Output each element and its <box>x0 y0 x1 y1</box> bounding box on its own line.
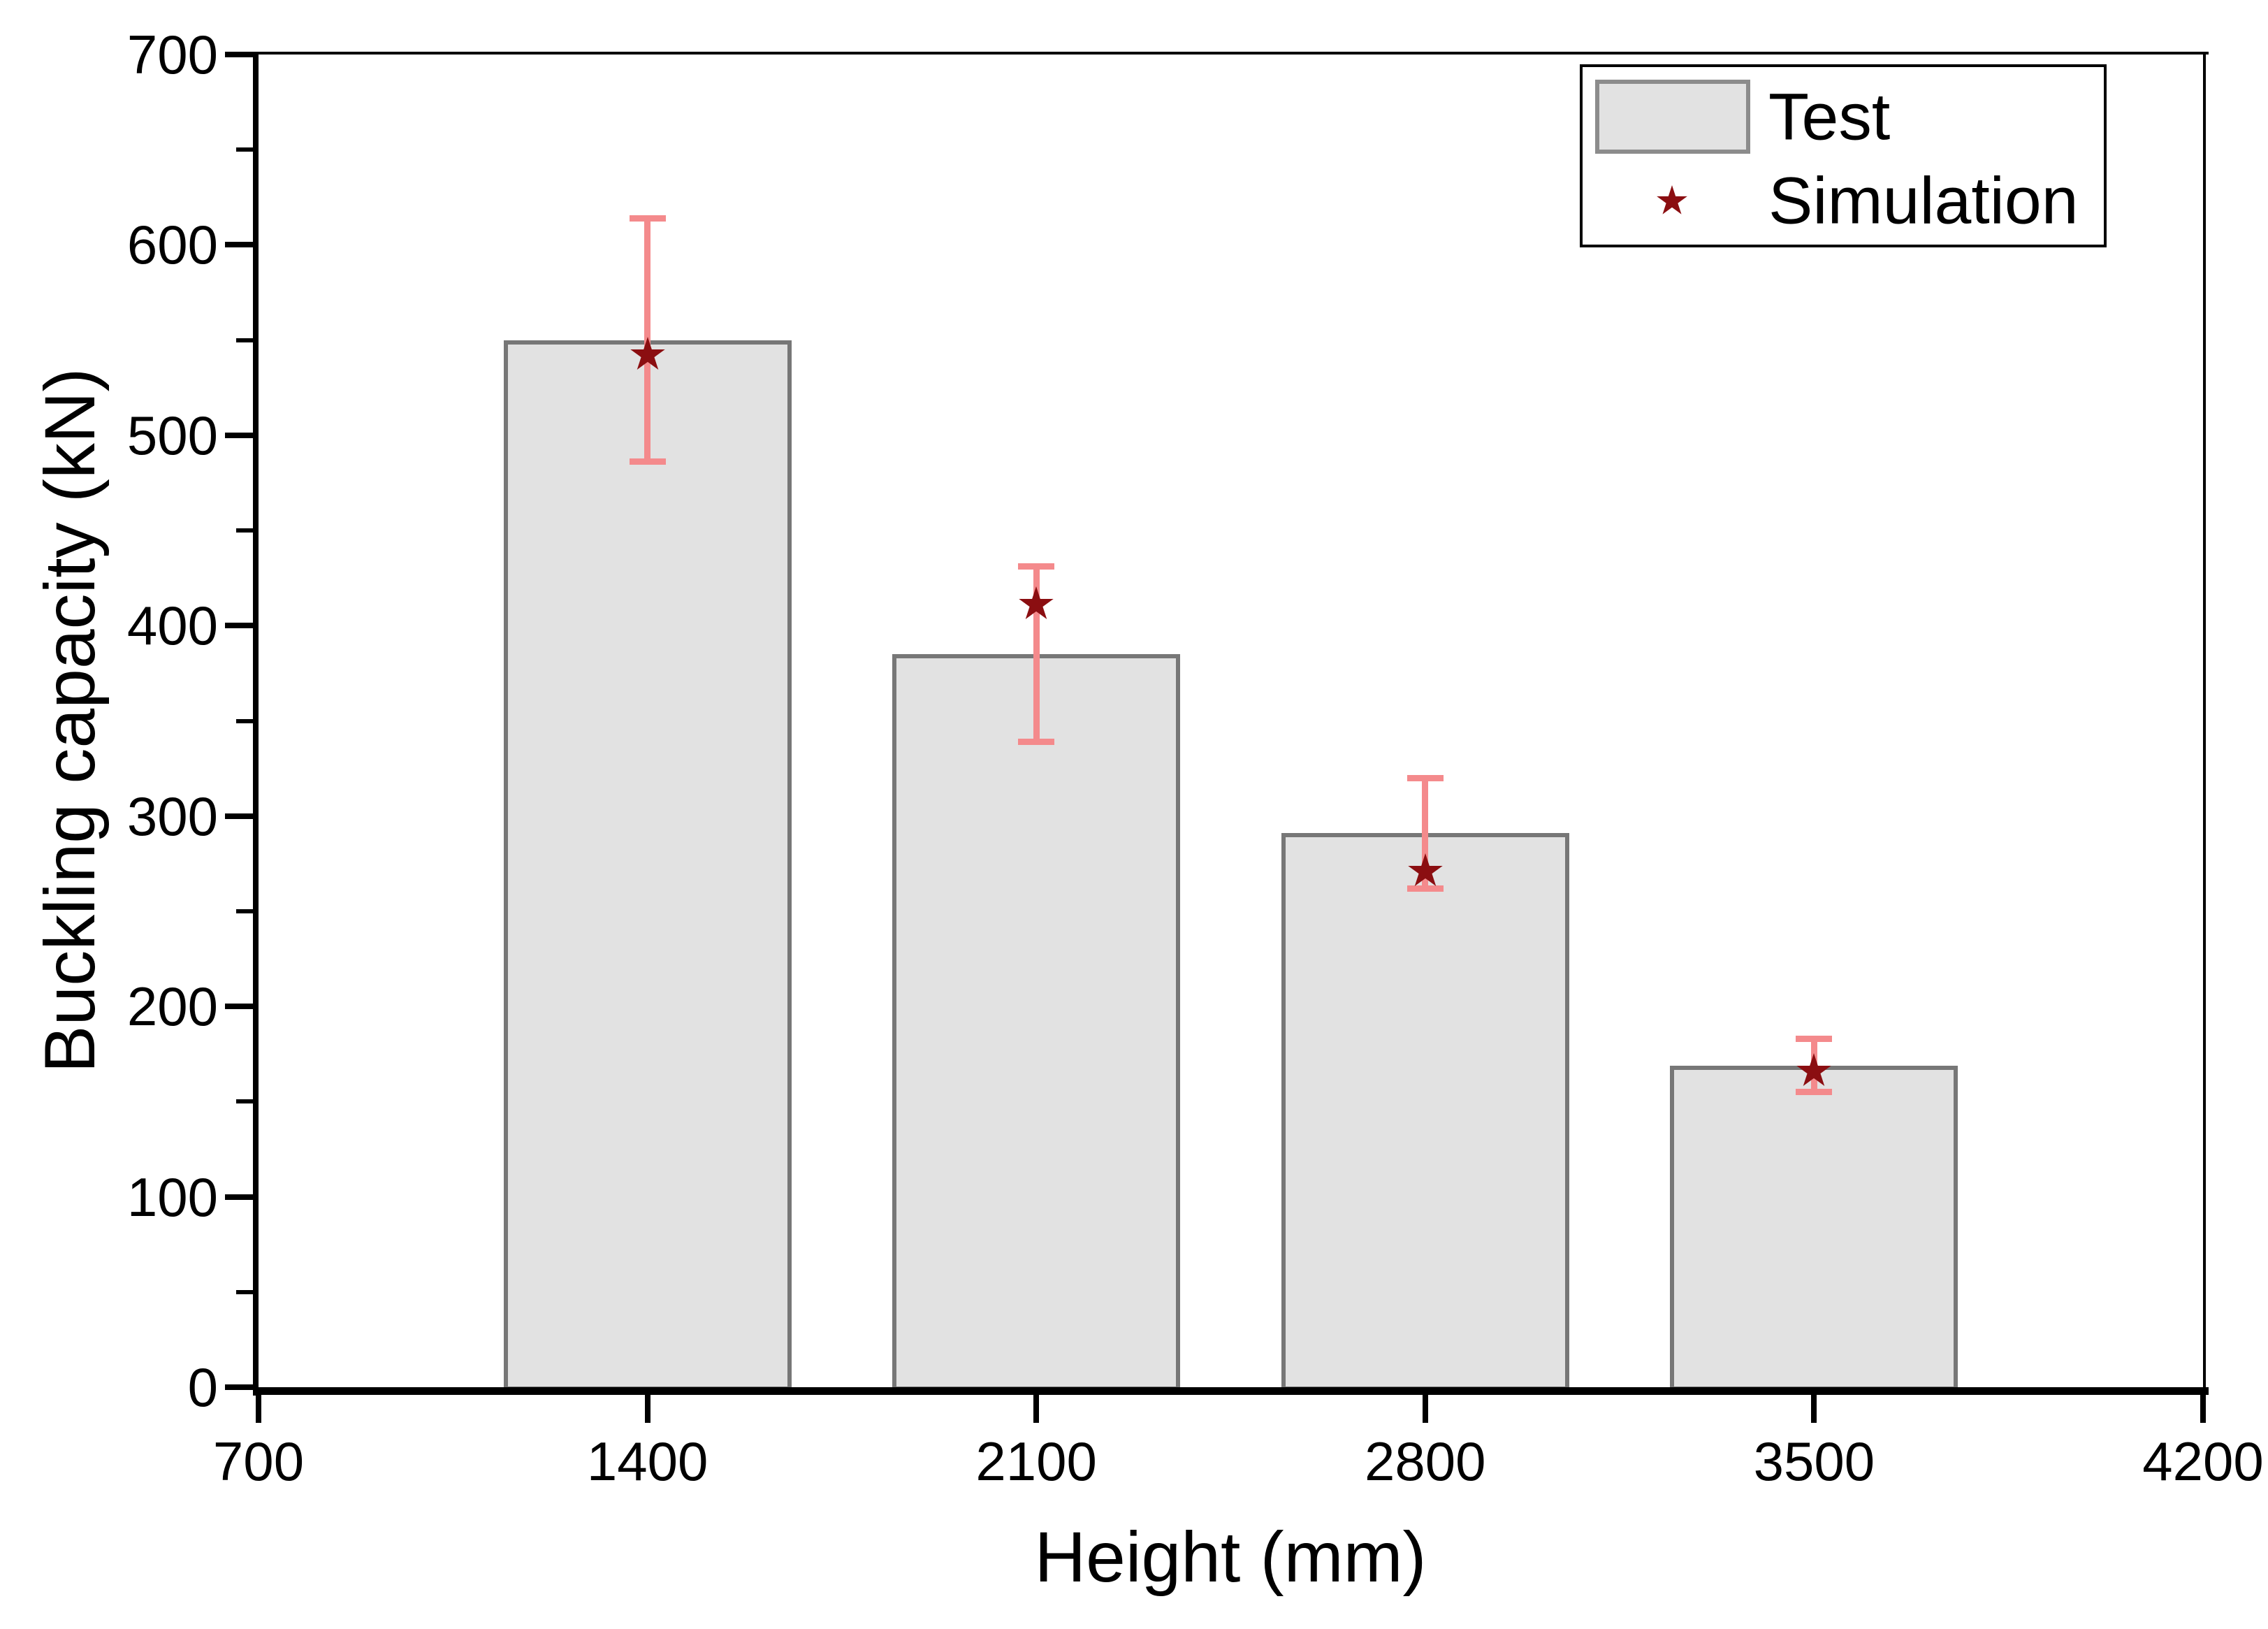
error-bar-cap <box>1018 738 1055 745</box>
y-major-tick <box>225 1004 253 1010</box>
simulation-star-marker <box>1408 853 1443 886</box>
x-major-tick <box>1422 1395 1428 1423</box>
test-bar <box>503 340 792 1391</box>
y-tick-label: 100 <box>126 1166 218 1228</box>
test-bar <box>1281 833 1569 1391</box>
x-major-tick <box>256 1395 261 1423</box>
x-major-tick <box>2200 1395 2206 1423</box>
x-major-tick <box>1811 1395 1817 1423</box>
y-axis-title: Buckling capacity (kN) <box>30 368 110 1073</box>
y-tick-label: 400 <box>126 595 218 657</box>
error-bar-cap <box>1796 1089 1833 1096</box>
error-bar-cap <box>1406 774 1444 781</box>
x-tick-label: 700 <box>212 1431 305 1492</box>
right-spine <box>2203 52 2206 1396</box>
x-major-tick <box>644 1395 650 1423</box>
y-tick-label: 600 <box>126 214 218 276</box>
simulation-star-marker <box>1796 1052 1832 1086</box>
legend-test-swatch <box>1595 80 1750 154</box>
y-major-tick <box>225 1384 253 1390</box>
y-major-tick <box>225 242 253 248</box>
legend: Test Simulation <box>1580 64 2107 247</box>
y-major-tick <box>225 1194 253 1200</box>
y-minor-tick <box>236 528 253 533</box>
x-tick-label: 2100 <box>975 1431 1097 1492</box>
y-tick-label: 300 <box>126 785 218 847</box>
top-spine <box>253 52 2209 55</box>
legend-simulation-star-icon <box>1657 185 1687 215</box>
y-major-tick <box>225 432 253 438</box>
x-tick-label: 1400 <box>586 1431 708 1492</box>
x-tick-label: 3500 <box>1753 1431 1875 1492</box>
legend-simulation-label: Simulation <box>1768 164 2079 238</box>
y-minor-tick <box>236 338 253 342</box>
simulation-star-marker <box>630 337 665 370</box>
y-minor-tick <box>236 718 253 723</box>
y-minor-tick <box>236 908 253 913</box>
error-bar-cap <box>629 215 666 222</box>
legend-test-label: Test <box>1768 80 1891 154</box>
y-minor-tick <box>236 147 253 152</box>
error-bar-cap <box>629 458 666 465</box>
error-bar-cap <box>1406 885 1444 892</box>
y-axis-line <box>253 52 259 1396</box>
test-bar <box>1670 1065 1958 1391</box>
error-bar-cap <box>1796 1035 1833 1042</box>
error-bar-line <box>1033 566 1040 742</box>
y-major-tick <box>225 623 253 629</box>
test-bar <box>892 654 1181 1391</box>
y-minor-tick <box>236 1099 253 1104</box>
x-major-tick <box>1033 1395 1040 1423</box>
x-axis-line <box>253 1387 2209 1395</box>
y-tick-label: 200 <box>126 976 218 1038</box>
x-axis-title: Height (mm) <box>1034 1517 1427 1597</box>
y-major-tick <box>225 52 253 57</box>
error-bar-line <box>1422 778 1429 889</box>
error-bar-cap <box>1018 563 1055 570</box>
y-tick-label: 0 <box>187 1356 218 1418</box>
x-tick-label: 4200 <box>2142 1431 2264 1492</box>
y-tick-label: 700 <box>126 24 218 85</box>
y-minor-tick <box>236 1289 253 1294</box>
y-tick-label: 500 <box>126 404 218 466</box>
simulation-star-marker <box>1019 586 1054 620</box>
x-tick-label: 2800 <box>1365 1431 1486 1492</box>
y-major-tick <box>225 813 253 819</box>
